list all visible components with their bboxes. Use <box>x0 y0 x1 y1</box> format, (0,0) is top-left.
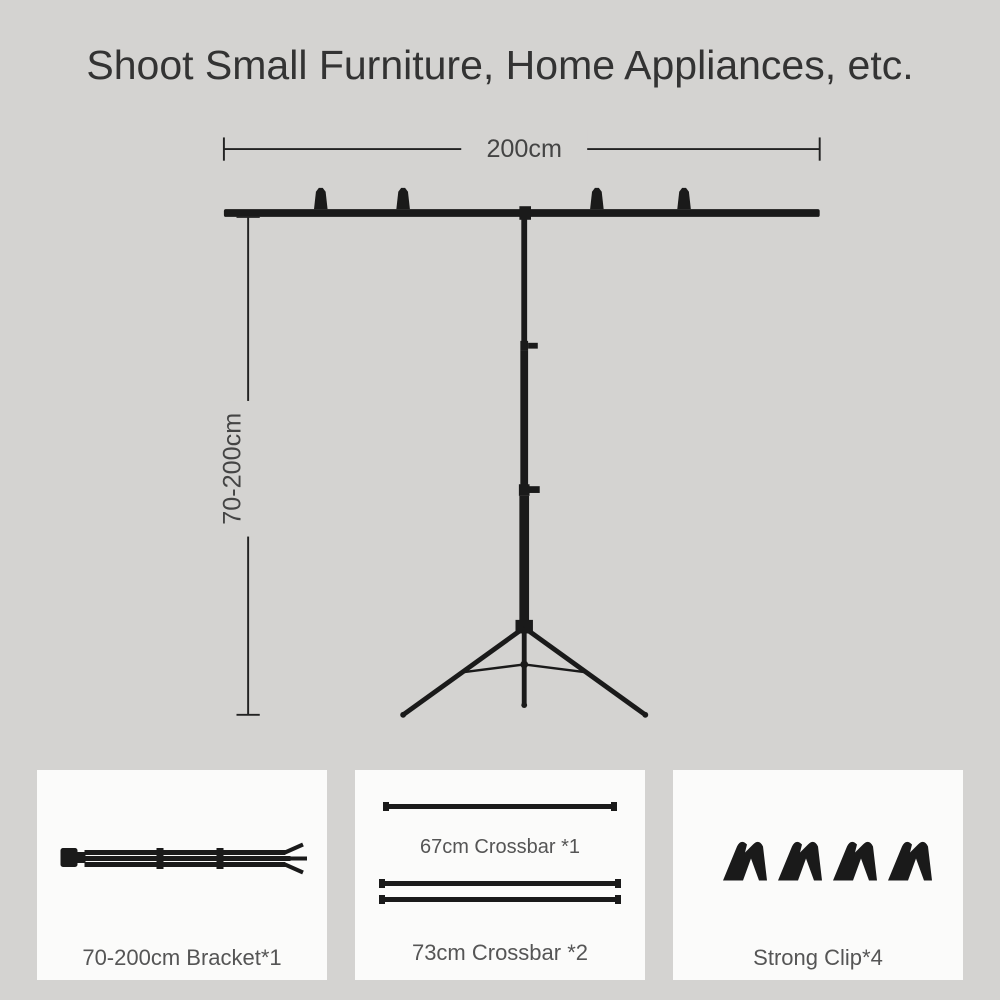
card-clips-image <box>673 770 963 935</box>
card-crossbars: 67cm Crossbar *1 73cm Crossbar *2 <box>355 770 645 980</box>
card-bracket-label: 70-200cm Bracket*1 <box>37 935 327 985</box>
page-title: Shoot Small Furniture, Home Appliances, … <box>0 42 1000 89</box>
dim-height-label: 70-200cm <box>218 413 246 525</box>
diagram-tstand: 200cm <box>0 120 1000 740</box>
card-bracket-image <box>37 770 327 935</box>
card-crossbar-73-label: 73cm Crossbar *2 <box>355 930 645 980</box>
card-clips: Strong Clip*4 <box>673 770 963 980</box>
card-bracket: 70-200cm Bracket*1 <box>37 770 327 980</box>
dim-height: 70-200cm <box>218 217 259 715</box>
tripod <box>400 628 648 718</box>
crossbar-73-image <box>355 863 645 919</box>
card-crossbar-67-label: 67cm Crossbar *1 <box>355 832 645 863</box>
dim-width: 200cm <box>224 130 820 163</box>
vertical-pole <box>516 217 540 634</box>
component-cards: 70-200cm Bracket*1 67cm Crossbar *1 73cm… <box>0 770 1000 980</box>
crossbar-clips <box>314 188 691 209</box>
crossbar-67-image <box>355 782 645 832</box>
card-clips-label: Strong Clip*4 <box>673 935 963 985</box>
dim-width-label: 200cm <box>486 135 562 163</box>
